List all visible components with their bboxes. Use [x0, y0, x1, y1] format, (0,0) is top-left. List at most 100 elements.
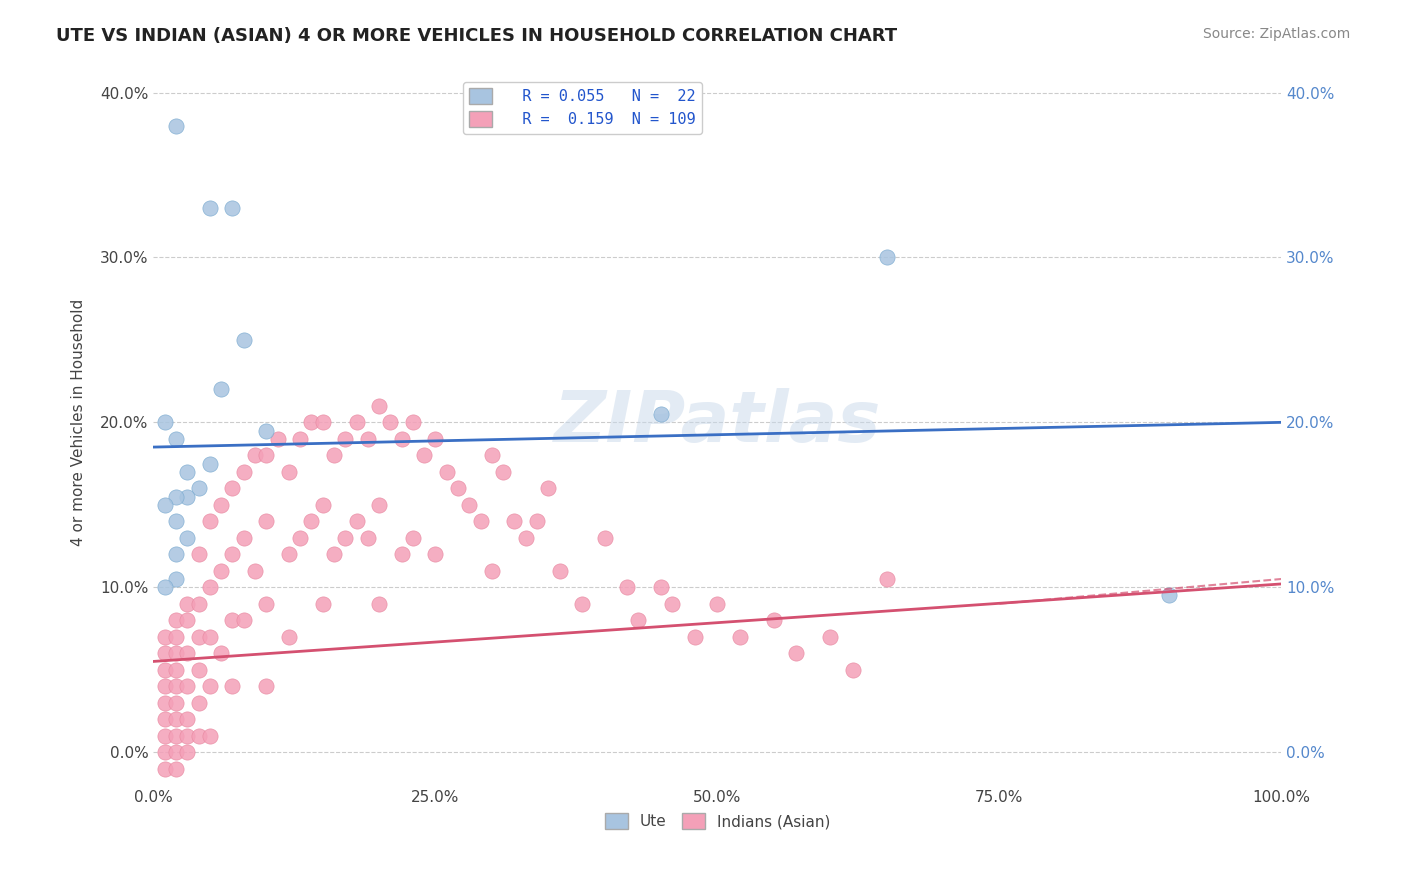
Point — [537, 481, 560, 495]
Point — [221, 679, 243, 693]
Point — [277, 630, 299, 644]
Point — [176, 712, 198, 726]
Point — [323, 448, 346, 462]
Point — [1157, 589, 1180, 603]
Point — [391, 547, 413, 561]
Point — [221, 201, 243, 215]
Point — [187, 481, 209, 495]
Point — [153, 696, 176, 710]
Text: Source: ZipAtlas.com: Source: ZipAtlas.com — [1202, 27, 1350, 41]
Point — [876, 572, 898, 586]
Point — [198, 580, 221, 594]
Point — [209, 383, 232, 397]
Point — [153, 712, 176, 726]
Point — [436, 465, 458, 479]
Point — [368, 597, 391, 611]
Point — [187, 630, 209, 644]
Point — [288, 531, 311, 545]
Point — [254, 448, 277, 462]
Text: ZIPatlas: ZIPatlas — [554, 388, 882, 457]
Point — [221, 481, 243, 495]
Point — [232, 531, 254, 545]
Y-axis label: 4 or more Vehicles in Household: 4 or more Vehicles in Household — [72, 299, 86, 546]
Point — [187, 696, 209, 710]
Point — [380, 415, 402, 429]
Point — [198, 514, 221, 528]
Point — [176, 646, 198, 660]
Point — [187, 597, 209, 611]
Point — [209, 564, 232, 578]
Point — [165, 613, 187, 627]
Point — [785, 646, 807, 660]
Point — [165, 663, 187, 677]
Point — [277, 547, 299, 561]
Point — [176, 679, 198, 693]
Point — [458, 498, 481, 512]
Point — [842, 663, 865, 677]
Point — [243, 448, 266, 462]
Point — [481, 564, 503, 578]
Point — [311, 498, 333, 512]
Legend: Ute, Indians (Asian): Ute, Indians (Asian) — [599, 807, 837, 836]
Point — [368, 399, 391, 413]
Point — [762, 613, 785, 627]
Point — [288, 432, 311, 446]
Point — [198, 679, 221, 693]
Point — [176, 531, 198, 545]
Point — [335, 432, 357, 446]
Point — [481, 448, 503, 462]
Point — [311, 415, 333, 429]
Point — [153, 646, 176, 660]
Point — [165, 432, 187, 446]
Point — [187, 729, 209, 743]
Point — [683, 630, 706, 644]
Point — [209, 498, 232, 512]
Point — [503, 514, 526, 528]
Point — [346, 415, 368, 429]
Point — [413, 448, 436, 462]
Point — [165, 119, 187, 133]
Point — [176, 729, 198, 743]
Point — [299, 415, 322, 429]
Point — [627, 613, 650, 627]
Point — [176, 745, 198, 759]
Point — [153, 498, 176, 512]
Point — [165, 646, 187, 660]
Point — [402, 415, 425, 429]
Point — [243, 564, 266, 578]
Point — [198, 201, 221, 215]
Point — [165, 490, 187, 504]
Point — [571, 597, 593, 611]
Point — [153, 729, 176, 743]
Point — [425, 432, 447, 446]
Point — [165, 696, 187, 710]
Point — [187, 663, 209, 677]
Point — [402, 531, 425, 545]
Point — [299, 514, 322, 528]
Point — [165, 572, 187, 586]
Point — [198, 630, 221, 644]
Point — [876, 251, 898, 265]
Point — [165, 547, 187, 561]
Point — [165, 729, 187, 743]
Point — [254, 597, 277, 611]
Point — [153, 679, 176, 693]
Point — [311, 597, 333, 611]
Point — [221, 613, 243, 627]
Point — [153, 762, 176, 776]
Point — [548, 564, 571, 578]
Point — [187, 547, 209, 561]
Point — [335, 531, 357, 545]
Point — [176, 597, 198, 611]
Point — [221, 547, 243, 561]
Point — [661, 597, 683, 611]
Point — [593, 531, 616, 545]
Point — [254, 424, 277, 438]
Point — [153, 580, 176, 594]
Point — [357, 432, 380, 446]
Point — [232, 333, 254, 347]
Point — [706, 597, 728, 611]
Point — [153, 745, 176, 759]
Point — [650, 580, 672, 594]
Point — [198, 729, 221, 743]
